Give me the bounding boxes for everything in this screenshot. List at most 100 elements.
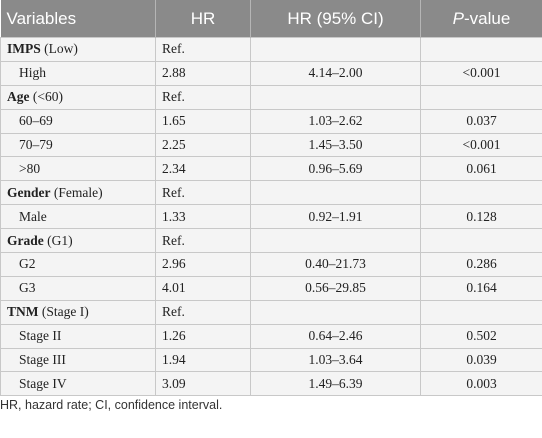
hr-cell: 4.01 (155, 275, 251, 301)
variable-cell: 70–79 (0, 132, 156, 158)
header-italic: P (452, 8, 465, 28)
p-value-cell: <0.001 (420, 132, 542, 158)
hr-cell: 1.26 (155, 323, 251, 349)
variable-cell: Male (0, 204, 156, 230)
variable-level: Male (19, 208, 47, 224)
table-row: G2 2.96 0.40–21.73 0.286 (0, 252, 542, 277)
ci-cell: 1.45–3.50 (250, 132, 421, 158)
variable-cell: G2 (0, 252, 156, 277)
table-row: TNM (Stage I) Ref. (0, 299, 542, 325)
variable-cell: IMPS (Low) (0, 37, 156, 62)
header-cell: HR (95% CI) (250, 0, 421, 38)
hr-cell: 3.09 (155, 371, 251, 397)
variable-cell: Gender (Female) (0, 180, 156, 206)
variable-cell: Age (<60) (0, 84, 156, 110)
variable-cell: Stage III (0, 347, 156, 373)
table-row: Stage IV 3.09 1.49–6.39 0.003 (0, 371, 542, 397)
reference-group: (G1) (47, 232, 73, 248)
variable-cell: High (0, 60, 156, 86)
variable-level: Stage III (19, 352, 66, 368)
hr-cell: 2.96 (155, 252, 251, 277)
p-value-cell: 0.039 (420, 347, 542, 373)
variable-level: 60–69 (19, 113, 53, 129)
hr-cell: 1.65 (155, 108, 251, 134)
header-text: -value (464, 8, 511, 28)
p-value-cell (420, 37, 542, 62)
variable-level: G3 (19, 280, 36, 296)
hr-cell: Ref. (155, 37, 251, 62)
table-row: Male 1.33 0.92–1.91 0.128 (0, 204, 542, 230)
p-value-cell (420, 180, 542, 206)
hr-table: Variables HR HR (95% CI) P-value IMPS (L… (0, 0, 542, 397)
header-cell: P-value (420, 0, 542, 38)
table-row: Gender (Female) Ref. (0, 180, 542, 206)
variable-cell: >80 (0, 156, 156, 182)
hr-cell: 2.34 (155, 156, 251, 182)
variable-level: High (19, 65, 46, 81)
table-row: Grade (G1) Ref. (0, 228, 542, 254)
table-row: G3 4.01 0.56–29.85 0.164 (0, 275, 542, 301)
p-value-cell: 0.164 (420, 275, 542, 301)
variable-level: Stage IV (19, 375, 67, 391)
header-cell: Variables (0, 0, 156, 38)
p-value-cell: 0.128 (420, 204, 542, 230)
ci-cell (250, 180, 421, 206)
hr-cell: 2.25 (155, 132, 251, 158)
reference-group: (Low) (44, 41, 78, 57)
ci-cell (250, 299, 421, 325)
ci-cell: 0.92–1.91 (250, 204, 421, 230)
ci-cell: 1.49–6.39 (250, 371, 421, 397)
footnote: HR, hazard rate; CI, confidence interval… (0, 398, 223, 412)
table-row: IMPS (Low) Ref. (0, 37, 542, 62)
hr-cell: Ref. (155, 180, 251, 206)
table-row: High 2.88 4.14–2.00 <0.001 (0, 60, 542, 86)
p-value-cell: 0.061 (420, 156, 542, 182)
variable-level: Stage II (19, 328, 62, 344)
variable-level: G2 (19, 256, 36, 272)
hr-cell: Ref. (155, 228, 251, 254)
variable-cell: Stage IV (0, 371, 156, 397)
p-value-cell: 0.502 (420, 323, 542, 349)
reference-group: (<60) (32, 89, 63, 105)
header-cell: HR (155, 0, 251, 38)
variable-group: Grade (7, 232, 44, 248)
ci-cell: 4.14–2.00 (250, 60, 421, 86)
variable-level: 70–79 (19, 137, 53, 152)
ci-cell (250, 37, 421, 62)
variable-group: IMPS (7, 41, 41, 57)
hr-cell: 1.94 (155, 347, 251, 373)
ci-cell: 0.40–21.73 (250, 252, 421, 277)
hr-cell: Ref. (155, 84, 251, 110)
table-row: Stage II 1.26 0.64–2.46 0.502 (0, 323, 542, 349)
ci-cell: 1.03–2.62 (250, 108, 421, 134)
variable-group: Gender (7, 184, 51, 200)
variable-cell: 60–69 (0, 108, 156, 134)
ci-cell: 0.96–5.69 (250, 156, 421, 182)
variable-group: Age (7, 89, 30, 105)
header-row: Variables HR HR (95% CI) P-value (0, 0, 542, 38)
ci-cell: 1.03–3.64 (250, 347, 421, 373)
reference-group: (Female) (53, 184, 103, 200)
variable-cell: TNM (Stage I) (0, 299, 156, 325)
variable-cell: Stage II (0, 323, 156, 349)
table-row: 70–79 2.25 1.45–3.50 <0.001 (0, 132, 542, 158)
ci-cell (250, 228, 421, 254)
p-value-cell (420, 84, 542, 110)
p-value-cell: 0.037 (420, 108, 542, 134)
variable-cell: G3 (0, 275, 156, 301)
table-row: 60–69 1.65 1.03–2.62 0.037 (0, 108, 542, 134)
ci-cell (250, 84, 421, 110)
p-value-cell: 0.003 (420, 371, 542, 397)
p-value-cell (420, 299, 542, 325)
hr-cell: Ref. (155, 299, 251, 325)
variable-level: >80 (19, 160, 41, 176)
table-row: >80 2.34 0.96–5.69 0.061 (0, 156, 542, 182)
variable-group: TNM (7, 304, 39, 320)
reference-group: (Stage I) (41, 304, 89, 320)
hr-cell: 1.33 (155, 204, 251, 230)
ci-cell: 0.64–2.46 (250, 323, 421, 349)
table-row: Stage III 1.94 1.03–3.64 0.039 (0, 347, 542, 373)
p-value-cell: <0.001 (420, 60, 542, 86)
p-value-cell (420, 228, 542, 254)
